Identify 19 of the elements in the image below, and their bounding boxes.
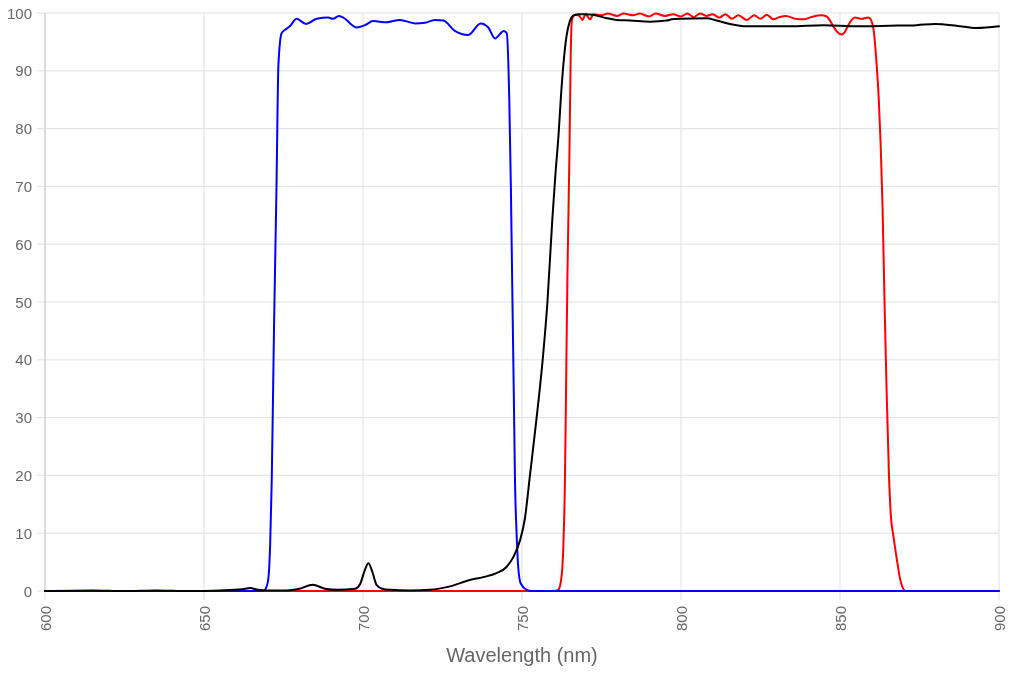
y-tick-label: 40	[15, 351, 32, 369]
x-tick-label: 800	[672, 606, 690, 632]
y-tick-label: 60	[15, 235, 32, 253]
x-tick-label: 650	[195, 606, 213, 632]
x-tick-label: 700	[354, 606, 372, 632]
y-tick-label: 90	[15, 62, 32, 80]
x-axis-title: Wavelength (nm)	[446, 644, 598, 666]
x-tick-label: 850	[831, 606, 849, 632]
y-tick-label: 100	[6, 4, 32, 22]
y-tick-label: 50	[15, 293, 32, 311]
y-tick-label: 20	[15, 466, 32, 484]
y-tick-label: 70	[15, 177, 32, 195]
y-tick-label: 0	[23, 582, 32, 600]
y-tick-label: 10	[15, 524, 32, 542]
x-tick-label: 900	[990, 606, 1008, 632]
x-tick-label: 600	[36, 606, 54, 632]
y-tick-label: 30	[15, 409, 32, 427]
y-tick-label: 80	[15, 120, 32, 138]
x-tick-label: 750	[513, 606, 531, 632]
